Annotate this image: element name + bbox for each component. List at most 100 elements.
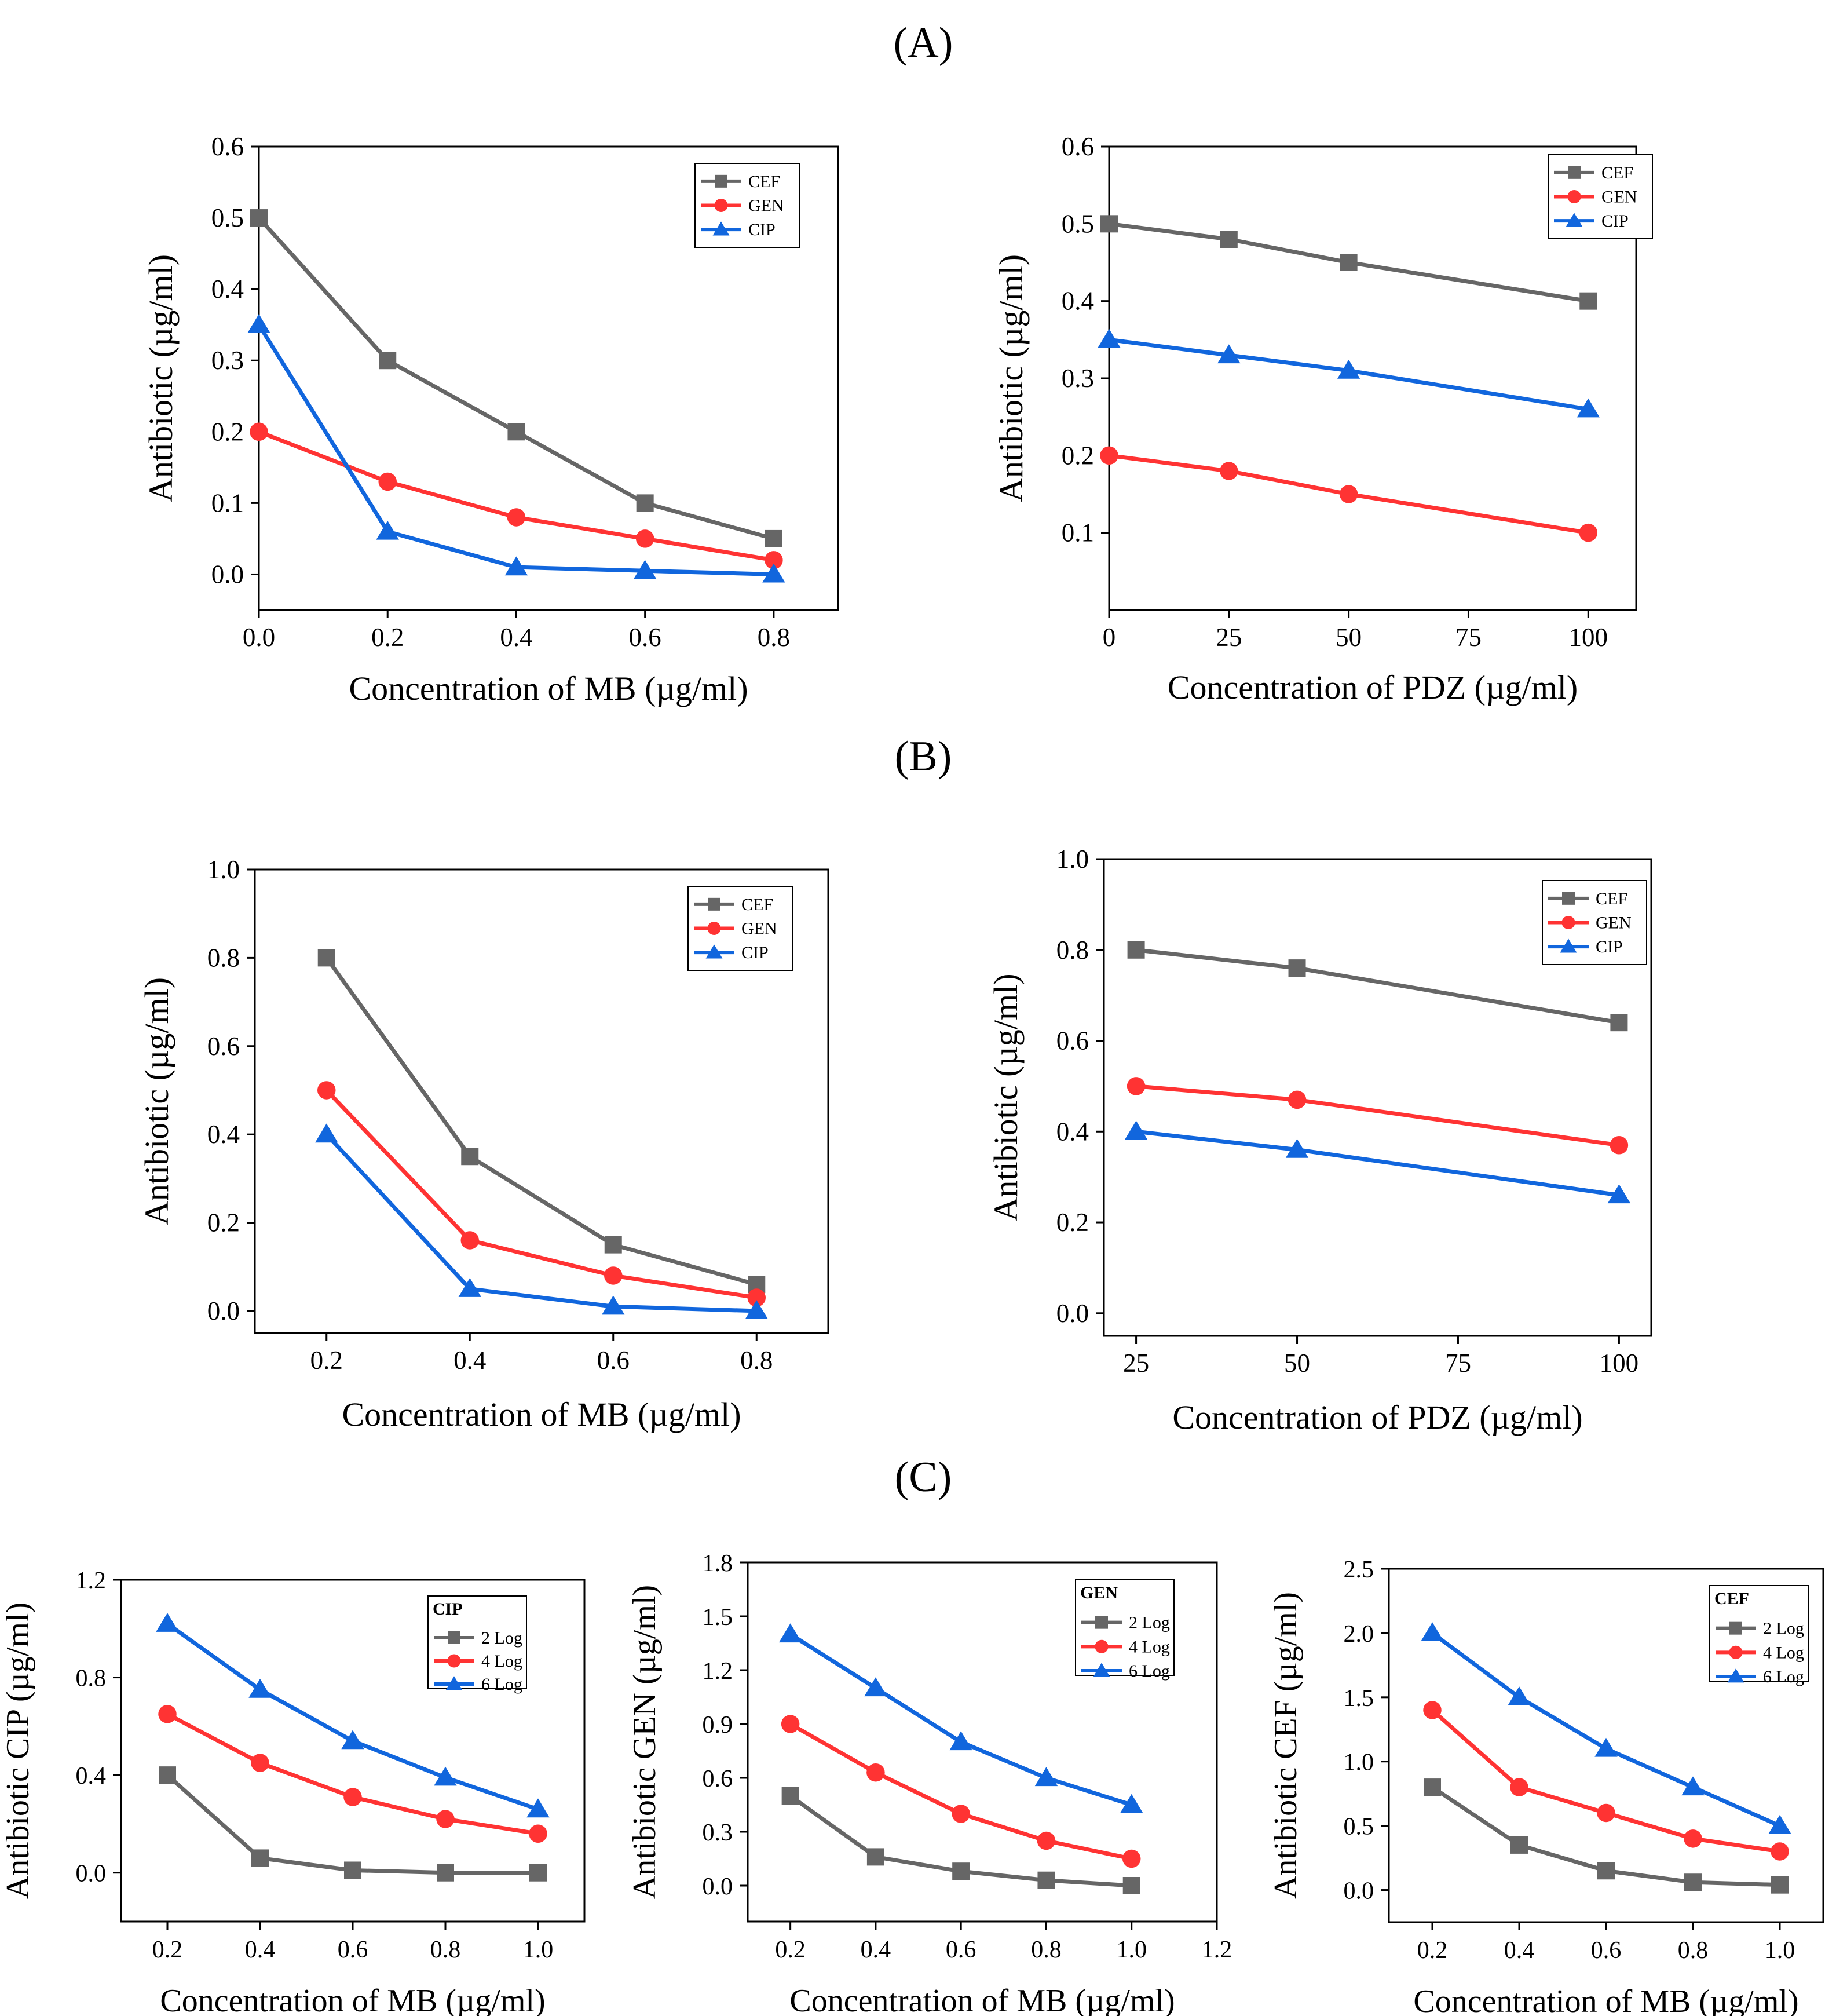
x-tick-label: 0.8 [758, 623, 790, 652]
series-line-cip [325, 1133, 757, 1313]
plot-frame [1103, 858, 1652, 1337]
x-tick-label: 50 [1336, 623, 1362, 652]
y-tick-label: 0.1 [211, 488, 244, 517]
x-tick-label: 0.2 [1417, 1937, 1448, 1964]
data-point-cip [1577, 398, 1600, 418]
data-point-cip [602, 1295, 625, 1315]
x-tick-label: 0.2 [775, 1937, 806, 1963]
data-point-6-log [949, 1731, 972, 1751]
data-point-2-log [251, 1849, 269, 1867]
data-point-4-log [1510, 1778, 1528, 1796]
legend: CEF 2 Log 4 Log 6 Log [1709, 1585, 1809, 1686]
data-point-2-log [1510, 1836, 1528, 1854]
x-tick-label: 0.4 [453, 1346, 486, 1375]
legend-marker [712, 221, 730, 236]
legend-title: CIP [433, 1599, 463, 1619]
data-point-cef [765, 529, 782, 547]
data-point-4-log [529, 1824, 547, 1843]
y-tick-label: 0.6 [1056, 1027, 1089, 1056]
y-tick-label: 0.8 [207, 943, 240, 972]
legend: CEF GEN CIP [687, 886, 793, 971]
legend-entry: CEF [748, 172, 780, 191]
data-point-gen [604, 1266, 623, 1285]
x-tick-label: 100 [1569, 623, 1608, 652]
legend-marker [1729, 1645, 1743, 1659]
x-tick-label: 0.6 [629, 623, 661, 652]
data-point-cip [247, 313, 270, 333]
data-point-4-log [1423, 1701, 1442, 1719]
data-point-4-log [158, 1705, 177, 1723]
x-tick-label: 0.8 [740, 1346, 773, 1375]
data-point-cip [1607, 1184, 1631, 1204]
y-tick-label: 0.0 [703, 1873, 733, 1900]
x-tick-label: 0.2 [152, 1937, 183, 1963]
legend-box [427, 1595, 527, 1689]
x-tick-label: 25 [1216, 623, 1242, 652]
y-tick-label: 0.3 [1062, 364, 1094, 393]
legend-marker [1727, 1668, 1744, 1683]
data-point-4-log [952, 1805, 970, 1823]
legend-marker [708, 897, 720, 911]
y-tick-label: 1.0 [207, 855, 240, 884]
legend-marker [1567, 189, 1581, 204]
data-point-cef [461, 1148, 479, 1166]
data-point-cip [745, 1300, 768, 1319]
legend-marker [1562, 892, 1575, 905]
chart-A-left: 0.0 0.2 0.4 0.6 0.8 0.0 0.1 0.2 0.3 0.4 0.5 0.6 Conc… [142, 132, 839, 707]
legend-entry: CIP [748, 220, 776, 239]
series-line-gen [325, 1089, 757, 1300]
legend-entry: GEN [748, 196, 784, 216]
data-point-6-log [864, 1677, 887, 1697]
y-tick-label: 0.5 [1062, 209, 1094, 238]
data-point-4-log [1122, 1849, 1141, 1868]
x-tick-label: 0.2 [310, 1346, 343, 1375]
data-point-4-log [436, 1810, 455, 1828]
data-point-gen [250, 422, 268, 441]
legend-marker [447, 1654, 461, 1668]
data-point-gen [765, 551, 783, 569]
y-tick-label: 0.4 [1062, 287, 1094, 316]
legend-entry: CIP [1596, 937, 1623, 956]
legend-marker [1568, 166, 1581, 179]
chart-C-middle: 0.2 0.4 0.6 0.8 1.0 1.2 0.0 0.3 0.6 0.9 1.2 1.5 1.8 C… [627, 1550, 1232, 2016]
legend: CIP 2 Log 4 Log 6 Log [427, 1595, 527, 1694]
legend-box [1709, 1585, 1809, 1682]
series-line-cip [1109, 337, 1589, 411]
y-tick-label: 0.6 [1062, 132, 1094, 161]
data-point-cef [1579, 292, 1597, 310]
y-axis-label: Antibiotic GEN (µg/ml) [627, 1585, 663, 1899]
data-point-cef [604, 1236, 622, 1254]
y-tick-label: 1.0 [1056, 845, 1089, 874]
y-tick-label: 0.1 [1062, 518, 1094, 547]
data-point-cip [315, 1123, 338, 1143]
data-point-cef [379, 352, 397, 370]
legend-marker [448, 1631, 460, 1644]
data-point-4-log [1597, 1803, 1615, 1823]
legend-marker [1095, 1639, 1109, 1653]
y-axis-label: Antibiotic (µg/ml) [992, 254, 1030, 502]
data-point-cip [1098, 328, 1121, 348]
data-point-gen [747, 1288, 766, 1307]
x-tick-label: 75 [1455, 623, 1482, 652]
legend-entry: GEN [741, 919, 777, 938]
y-tick-label: 1.5 [1344, 1685, 1374, 1712]
data-point-6-log [1120, 1794, 1143, 1813]
legend-entry: 6 Log [481, 1675, 522, 1694]
data-point-4-log [781, 1715, 800, 1733]
data-point-cef [250, 209, 268, 227]
data-point-cef [1127, 941, 1145, 959]
x-tick-label: 25 [1123, 1349, 1149, 1378]
x-tick-label: 0 [1103, 623, 1116, 652]
legend: CEF GEN CIP [1548, 154, 1653, 239]
data-point-6-log [434, 1766, 457, 1786]
data-point-2-log [437, 1864, 454, 1882]
panel-label-b: (B) [895, 733, 952, 780]
data-point-2-log [1122, 1877, 1140, 1894]
data-point-cef [1288, 959, 1306, 977]
data-point-gen [378, 472, 397, 491]
plot-frame [747, 1561, 1218, 1923]
data-point-6-log [156, 1613, 179, 1632]
x-tick-label: 50 [1284, 1349, 1310, 1378]
data-point-4-log [1684, 1829, 1702, 1848]
legend-marker [707, 921, 721, 936]
